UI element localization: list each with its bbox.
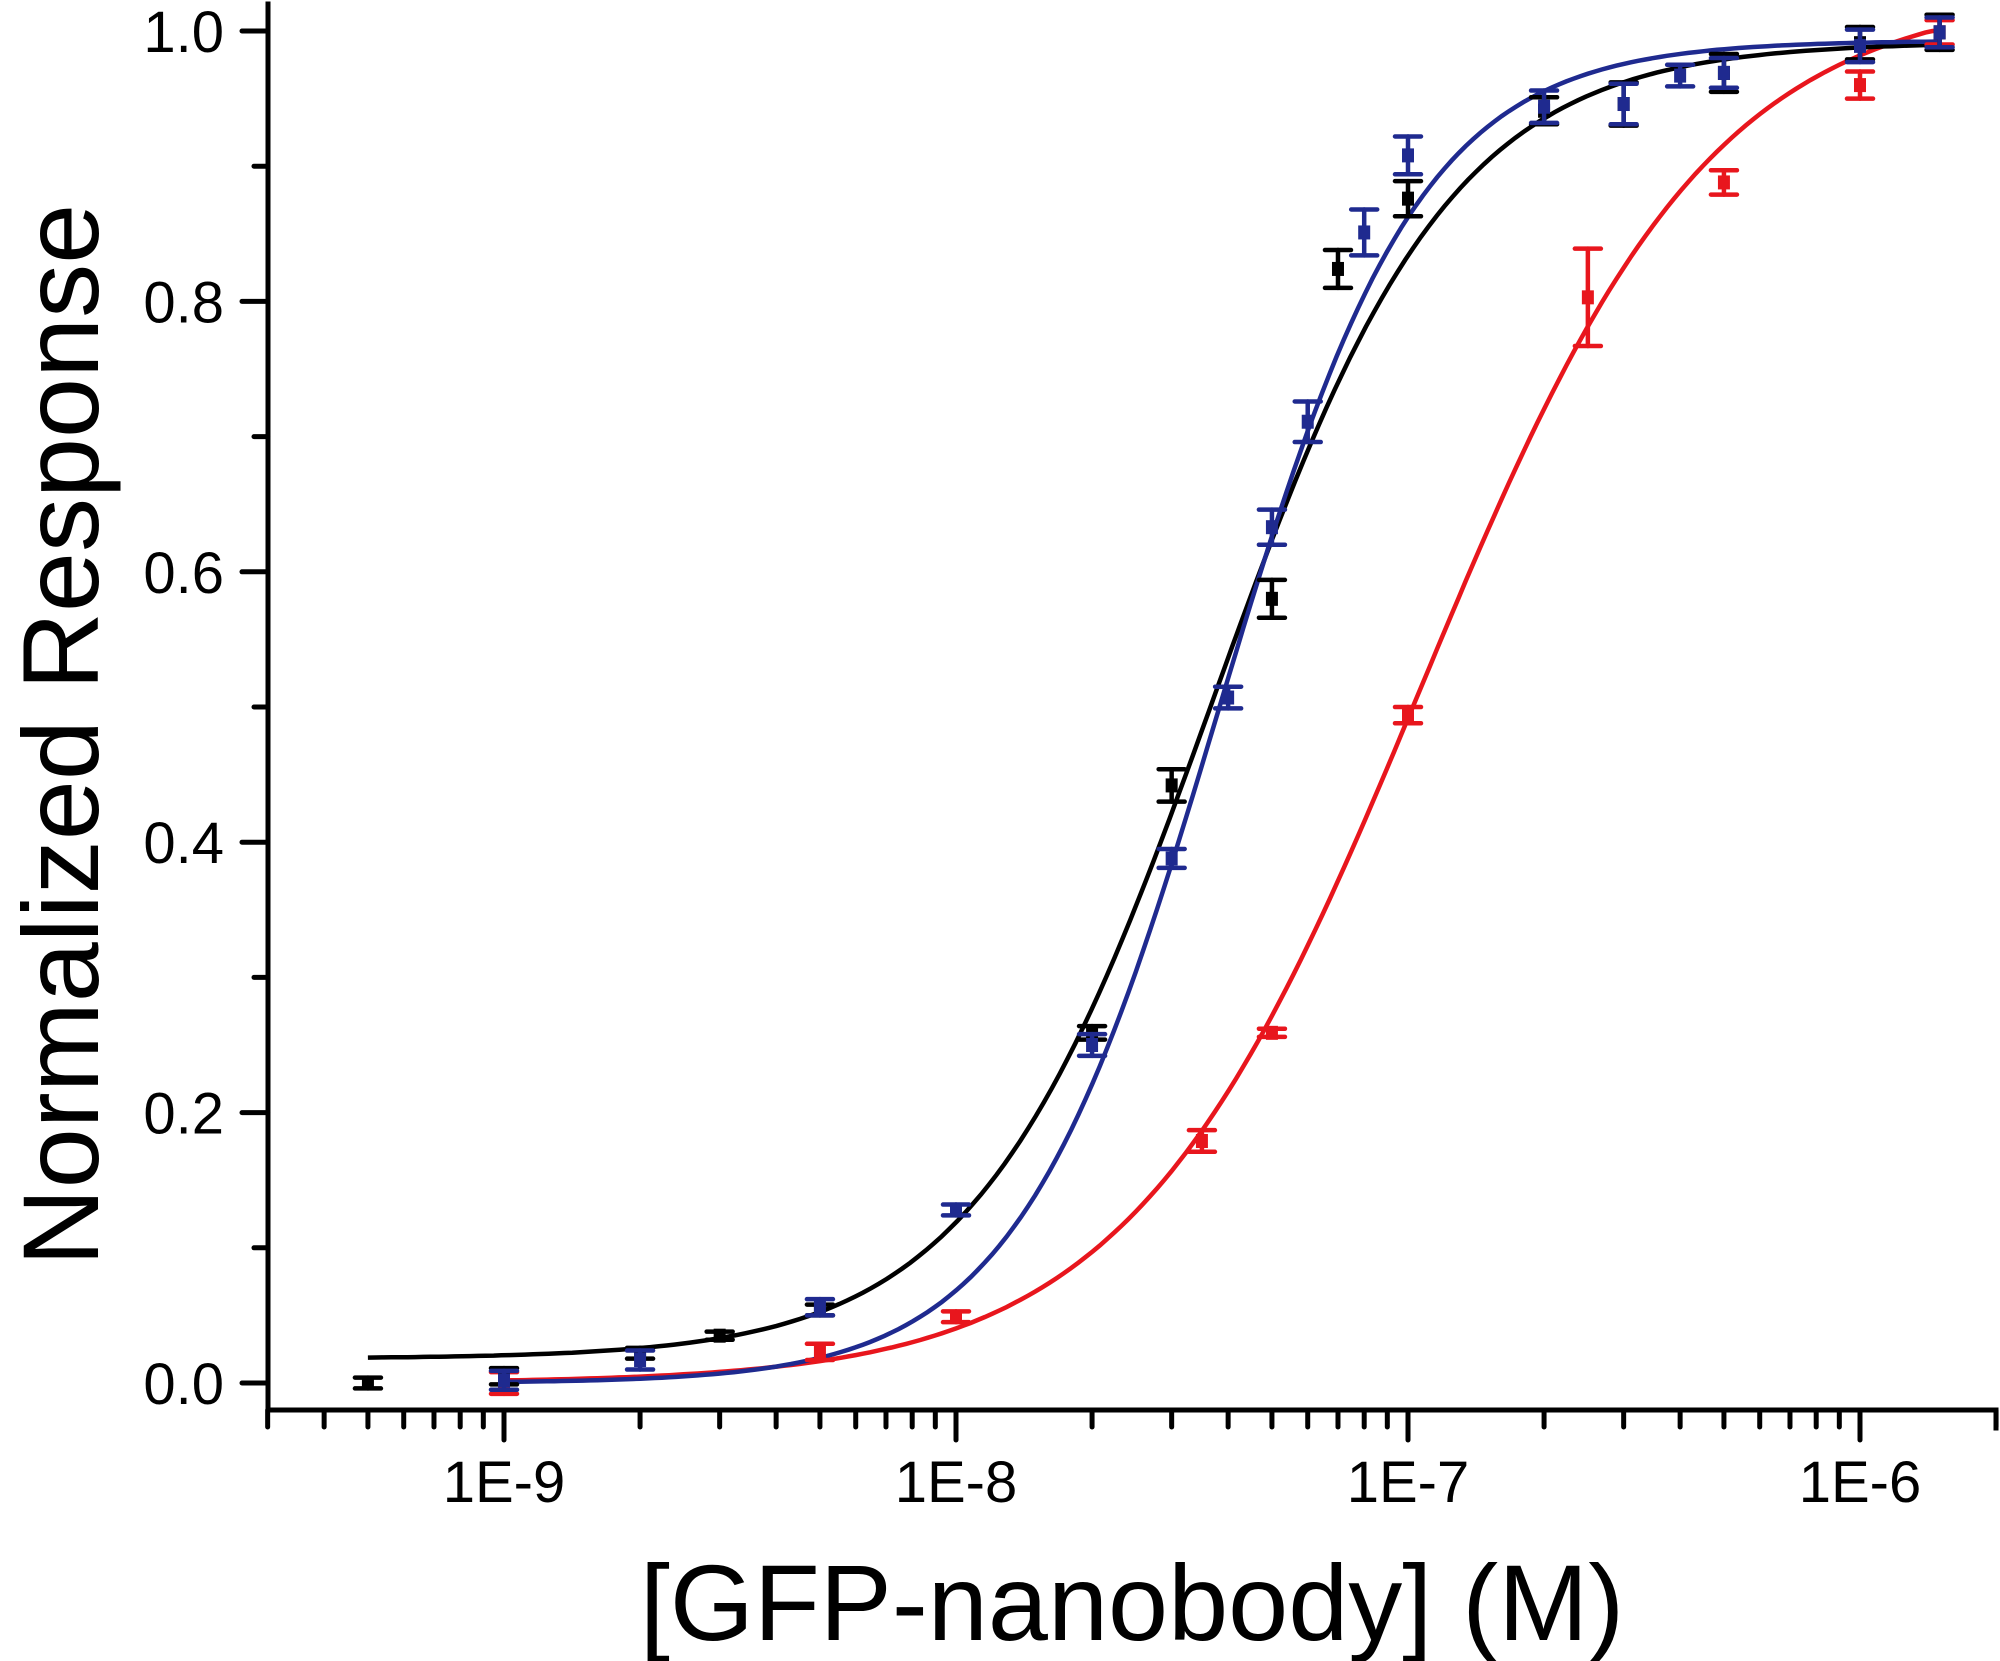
marker <box>1933 25 1946 40</box>
data-point-black <box>352 1375 384 1391</box>
data-point-blue <box>1708 55 1740 91</box>
marker <box>1265 591 1278 606</box>
marker <box>1358 225 1371 240</box>
series-blue <box>488 15 1955 1393</box>
y-tick-labels: 0.0 0.2 0.4 0.6 0.8 1.0 <box>143 0 224 1417</box>
marker <box>498 1373 510 1388</box>
data-points <box>352 12 1955 1397</box>
marker <box>1331 261 1344 276</box>
fit-curves <box>367 28 1940 1385</box>
marker <box>1581 290 1594 305</box>
data-point-red <box>1708 168 1740 197</box>
marker <box>1265 520 1278 535</box>
marker <box>1617 97 1630 112</box>
y-tick-label: 0.0 <box>143 1352 224 1417</box>
data-point-red <box>1844 69 1876 101</box>
data-point-black <box>1256 577 1288 621</box>
data-point-blue <box>1608 81 1639 127</box>
marker <box>1854 78 1866 93</box>
y-tick-label: 0.4 <box>143 811 224 876</box>
marker <box>1301 414 1314 429</box>
data-point-blue <box>1844 27 1876 65</box>
x-tick-label: 1E-8 <box>895 1450 1018 1515</box>
x-tick-labels: 1E-9 1E-8 1E-7 1E-6 <box>443 1450 1922 1515</box>
data-point-black <box>1156 766 1187 804</box>
y-ticks <box>239 28 271 1386</box>
data-point-red <box>804 1341 836 1363</box>
marker <box>950 1202 962 1217</box>
y-tick-label: 0.2 <box>143 1082 224 1147</box>
x-tick-label: 1E-6 <box>1799 1450 1922 1515</box>
data-point-red <box>1256 1025 1288 1040</box>
x-ticks <box>265 1407 1999 1443</box>
series-red <box>488 17 1955 1397</box>
marker <box>361 1376 374 1390</box>
marker <box>634 1353 647 1368</box>
marker <box>1195 1133 1208 1148</box>
y-tick-label: 1.0 <box>143 0 224 65</box>
marker <box>1265 1025 1278 1040</box>
marker <box>1222 690 1235 705</box>
data-point-red <box>1392 704 1424 726</box>
marker <box>813 1300 826 1315</box>
marker <box>1165 851 1178 866</box>
x-axis-title: [GFP-nanobody] (M) <box>640 1542 1624 1661</box>
data-point-red <box>940 1309 972 1325</box>
data-point-black <box>1392 178 1424 219</box>
marker <box>1086 1038 1099 1052</box>
marker <box>813 1344 826 1359</box>
data-point-blue <box>1156 846 1187 871</box>
x-tick-label: 1E-7 <box>1347 1450 1470 1515</box>
data-point-blue <box>1256 507 1288 548</box>
data-point-red <box>1572 246 1604 349</box>
marker <box>1674 68 1687 83</box>
marker <box>1165 778 1178 793</box>
marker <box>1402 148 1414 163</box>
data-point-red <box>1186 1127 1218 1155</box>
marker <box>1717 65 1730 80</box>
marker <box>950 1309 962 1324</box>
y-tick-label: 0.6 <box>143 541 224 606</box>
data-point-blue <box>1924 15 1955 50</box>
marker <box>1402 708 1414 723</box>
data-point-blue <box>1392 134 1424 177</box>
marker <box>1717 175 1730 190</box>
data-point-blue <box>1348 207 1380 258</box>
data-point-black <box>704 1328 735 1343</box>
data-point-blue <box>1528 88 1560 126</box>
data-point-blue <box>1292 399 1323 445</box>
series-black <box>352 12 1955 1391</box>
data-point-blue <box>624 1348 656 1372</box>
x-tick-label: 1E-9 <box>443 1450 566 1515</box>
y-tick-label: 0.8 <box>143 270 224 335</box>
data-point-blue <box>1076 1031 1108 1059</box>
marker <box>1402 191 1414 206</box>
marker <box>713 1328 726 1343</box>
data-point-black <box>1322 247 1354 291</box>
data-point-blue <box>1664 62 1696 89</box>
data-point-blue <box>940 1202 972 1218</box>
data-point-blue <box>804 1296 836 1318</box>
marker <box>1538 99 1551 114</box>
data-point-blue <box>488 1368 520 1393</box>
fit-curve-black <box>367 42 1940 1360</box>
data-point-blue <box>1212 684 1244 711</box>
marker <box>1854 38 1866 53</box>
fit-curve-blue <box>503 39 1940 1385</box>
y-axis-title: Normalized Response <box>0 204 121 1267</box>
